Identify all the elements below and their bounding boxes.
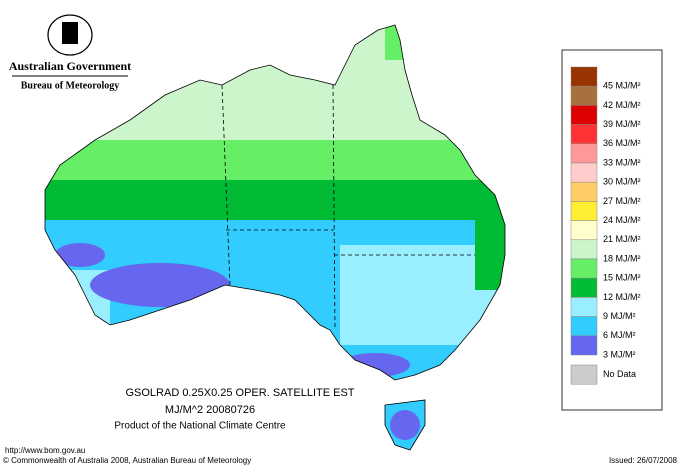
legend-swatch [570,201,598,221]
government-name: Australian Government [9,59,131,73]
crest [47,14,93,56]
legend-swatch [570,220,598,241]
legend-label: 36 MJ/M² [603,138,641,148]
legend-swatch [570,335,598,356]
legend-label: 42 MJ/M² [603,100,641,110]
legend-swatch [570,239,598,260]
legend-label: 9 MJ/M² [603,311,636,321]
legend-label: 3 MJ/M² [603,349,636,359]
issued: Issued: 26/07/2008 [609,456,678,465]
legend-swatch [570,277,598,298]
legend-label: 39 MJ/M² [603,119,641,129]
legend-label: No Data [603,369,636,379]
legend-label: 27 MJ/M² [603,196,641,206]
copyright: © Commonwealth of Australia 2008, Austra… [3,456,251,465]
legend-swatch [570,316,598,337]
units-date: MJ/M^2 20080726 [165,404,255,416]
legend-label: 24 MJ/M² [603,215,641,225]
legend-label: 6 MJ/M² [603,330,636,340]
legend-swatch [570,85,598,106]
product-name: GSOLRAD 0.25X0.25 OPER. SATELLITE EST [125,387,354,399]
legend-swatch [570,124,598,145]
legend-swatch [570,66,598,87]
legend-swatch [570,364,598,385]
legend-label: 21 MJ/M² [603,234,641,244]
centre: Product of the National Climate Centre [114,421,286,432]
legend-swatch [570,105,598,125]
legend-label: 18 MJ/M² [603,253,641,263]
legend-swatch [570,181,598,202]
legend-swatch [570,297,598,317]
legend-swatch [570,143,598,164]
legend-label: 30 MJ/M² [603,177,641,187]
legend-swatch [570,162,598,183]
legend-label: 15 MJ/M² [603,273,641,283]
legend: 45 MJ/M² 42 MJ/M² 39 MJ/M² 36 MJ/M² 33 MJ/M²… [561,49,663,411]
borders [44,24,506,451]
url: http://www.bom.gov.au [5,446,85,455]
legend-label: 45 MJ/M² [603,81,641,91]
legend-swatch [570,258,598,279]
legend-label: 33 MJ/M² [603,157,641,167]
agency-name: Bureau of Meteorology [21,80,120,91]
legend-label: 12 MJ/M² [603,292,641,302]
